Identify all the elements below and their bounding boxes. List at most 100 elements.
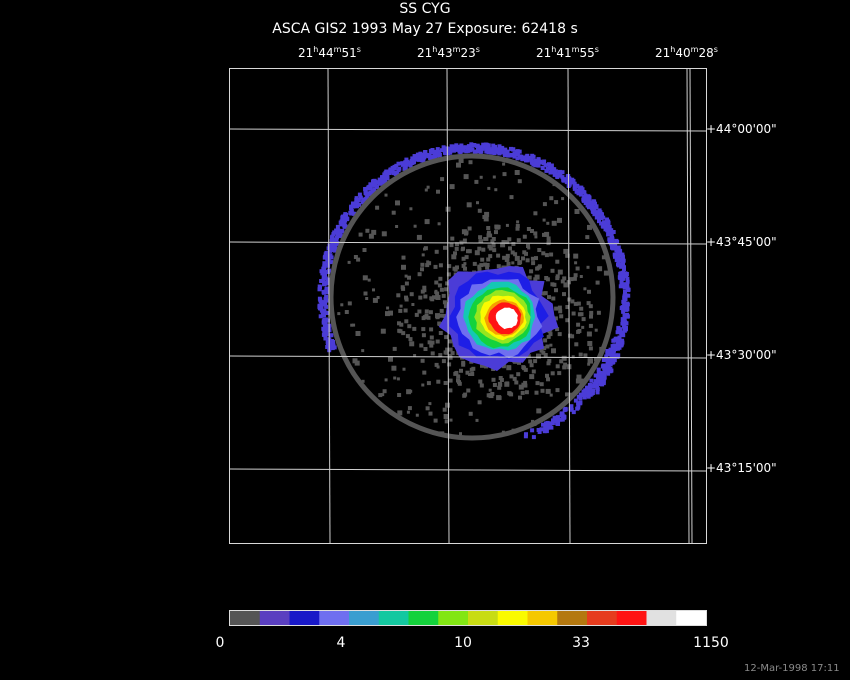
halo-pixel [523, 380, 528, 385]
edge-pixel [606, 219, 611, 224]
edge-pixel [512, 151, 517, 156]
ra-grid-line [689, 67, 693, 544]
halo-pixel [544, 253, 549, 258]
halo-pixel [543, 338, 548, 343]
halo-pixel [527, 275, 532, 280]
edge-pixel [335, 235, 339, 240]
noise-pixel [365, 297, 369, 300]
edge-pixel [607, 352, 612, 357]
halo-pixel [576, 322, 581, 327]
edge-pixel [500, 145, 505, 150]
noise-pixel [433, 418, 438, 423]
edge-pixel [551, 418, 555, 423]
edge-pixel [515, 156, 520, 161]
edge-pixel [611, 338, 616, 343]
edge-pixel [322, 264, 327, 269]
edge-pixel [611, 230, 616, 234]
edge-pixel [618, 249, 623, 254]
edge-pixel [524, 158, 528, 163]
noise-pixel [466, 388, 471, 393]
edge-pixel [543, 163, 548, 168]
noise-pixel [554, 200, 559, 205]
edge-pixel [594, 379, 599, 384]
edge-pixel [523, 434, 528, 439]
halo-pixel [533, 359, 538, 364]
edge-pixel [374, 180, 379, 185]
noise-pixel [449, 243, 454, 248]
ra-grid-line [567, 67, 571, 544]
halo-pixel [578, 352, 583, 357]
noise-pixel [404, 274, 408, 278]
colorbar-label: 0 [215, 635, 225, 651]
dec-grid-line [228, 241, 707, 245]
edge-pixel [493, 144, 498, 149]
edge-pixel [569, 407, 574, 412]
edge-pixel [594, 205, 599, 210]
colorbar-label: 33 [572, 635, 590, 651]
edge-pixel [441, 145, 446, 150]
edge-pixel [505, 149, 510, 154]
noise-pixel [378, 393, 383, 398]
edge-pixel [564, 180, 569, 185]
noise-pixel [443, 414, 449, 419]
halo-pixel [524, 390, 529, 395]
edge-pixel [472, 143, 477, 147]
halo-pixel [434, 362, 439, 367]
edge-pixel [606, 364, 611, 369]
edge-pixel [324, 304, 329, 309]
edge-pixel [622, 313, 627, 318]
edge-pixel [330, 235, 334, 240]
edge-pixel [606, 371, 611, 376]
noise-pixel [581, 325, 585, 329]
halo-pixel [588, 323, 593, 328]
noise-pixel [399, 304, 403, 308]
edge-pixel [473, 149, 478, 154]
edge-pixel [331, 340, 335, 344]
noise-pixel [428, 402, 432, 406]
edge-pixel [357, 192, 362, 197]
noise-pixel [428, 411, 433, 416]
edge-pixel [602, 223, 606, 228]
halo-pixel [534, 256, 538, 261]
noise-pixel [477, 208, 482, 213]
edge-pixel [531, 435, 536, 440]
halo-pixel [579, 306, 584, 311]
noise-pixel [594, 328, 598, 332]
halo-pixel [491, 237, 496, 241]
edge-pixel [585, 389, 590, 394]
noise-pixel [492, 175, 496, 179]
halo-pixel [501, 240, 506, 244]
edge-pixel [539, 427, 544, 432]
edge-pixel [332, 230, 337, 235]
edge-pixel [325, 280, 330, 285]
halo-pixel [448, 347, 453, 352]
edge-pixel [601, 381, 606, 386]
edge-pixel [586, 386, 591, 391]
noise-pixel [384, 193, 388, 197]
edge-pixel [623, 327, 628, 332]
halo-pixel [434, 249, 439, 254]
edge-pixel [547, 162, 551, 167]
halo-pixel [435, 339, 440, 344]
edge-pixel [372, 180, 377, 185]
halo-pixel [439, 308, 444, 313]
edge-pixel [325, 257, 330, 262]
halo-pixel [496, 253, 501, 258]
halo-pixel [492, 248, 497, 253]
halo-pixel [555, 259, 560, 264]
halo-pixel [429, 335, 434, 340]
halo-pixel [409, 292, 414, 297]
noise-pixel [435, 295, 441, 300]
halo-pixel [448, 388, 453, 393]
edge-pixel [595, 390, 600, 395]
noise-pixel [421, 253, 425, 257]
halo-pixel [568, 333, 572, 338]
edge-pixel [380, 180, 385, 185]
edge-pixel [575, 406, 580, 411]
noise-pixel [557, 217, 562, 223]
edge-pixel [607, 224, 612, 229]
edge-pixel [421, 156, 426, 160]
edge-pixel [582, 190, 587, 195]
halo-pixel [526, 354, 531, 359]
edge-pixel [621, 309, 626, 314]
